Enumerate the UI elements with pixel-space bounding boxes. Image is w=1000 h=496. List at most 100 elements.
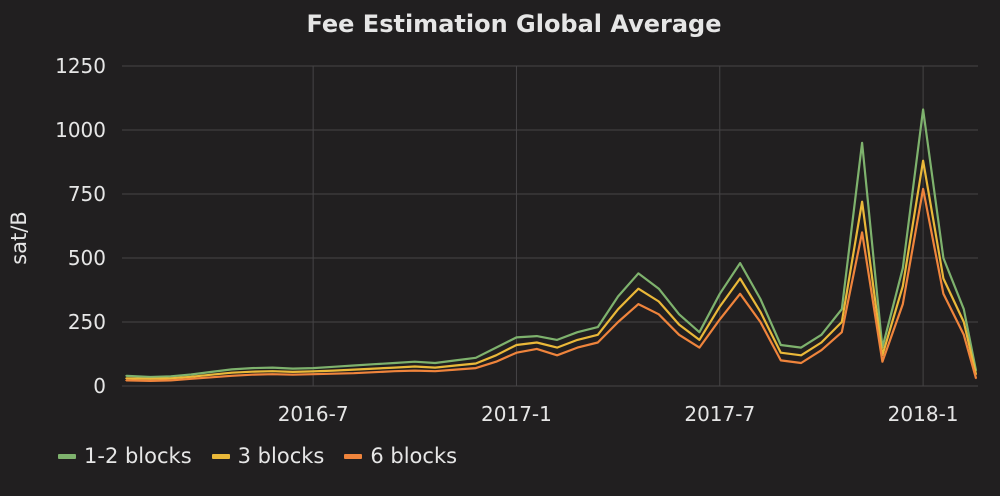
data-point <box>332 372 335 375</box>
data-point <box>617 308 619 311</box>
data-point <box>210 371 213 373</box>
data-point <box>149 380 152 382</box>
data-point <box>739 277 741 280</box>
legend-item-3-blocks[interactable]: 3 blocks <box>211 444 325 468</box>
y-tick-labels: 0 250 500 750 1000 1250 <box>55 54 106 398</box>
y-tick-label: 0 <box>93 374 106 398</box>
data-point <box>556 339 558 341</box>
y-tick-label: 500 <box>68 246 106 270</box>
data-point <box>779 359 782 362</box>
legend-label: 3 blocks <box>237 444 325 468</box>
data-point <box>800 362 802 364</box>
data-point <box>271 370 274 372</box>
x-tick-labels: 2016-7 2017-1 2017-7 2018-1 <box>278 402 959 426</box>
data-point <box>942 293 945 295</box>
data-point <box>434 366 436 369</box>
data-point <box>251 370 253 373</box>
data-point <box>922 159 924 162</box>
data-point <box>942 257 945 259</box>
data-point <box>169 379 172 382</box>
data-point <box>393 366 396 369</box>
data-point <box>576 339 579 341</box>
data-point <box>759 310 762 313</box>
data-point <box>373 363 375 366</box>
data-point <box>962 308 965 311</box>
data-point <box>169 375 172 378</box>
data-point <box>210 373 213 376</box>
data-point <box>393 362 396 364</box>
y-tick-label: 1000 <box>55 118 106 142</box>
legend: 1-2 blocks 3 blocks 6 blocks <box>58 444 477 468</box>
data-point <box>373 367 375 370</box>
series-lines <box>125 108 978 382</box>
x-tick-label: 2016-7 <box>278 402 349 426</box>
data-point <box>352 364 355 367</box>
data-point <box>840 321 843 323</box>
data-point <box>922 108 924 111</box>
series-line-3-blocks <box>126 159 978 380</box>
data-point <box>698 331 701 334</box>
data-point <box>678 323 680 326</box>
data-point <box>535 335 538 337</box>
data-point <box>454 368 457 371</box>
data-point <box>901 303 904 305</box>
data-point <box>149 376 152 378</box>
data-point <box>840 308 843 311</box>
data-point <box>779 344 782 346</box>
data-point <box>657 313 660 316</box>
data-point <box>596 334 599 336</box>
data-point <box>413 369 416 372</box>
legend-label: 1-2 blocks <box>84 444 192 468</box>
data-point <box>535 341 538 344</box>
data-point <box>617 321 619 323</box>
data-point <box>637 272 640 275</box>
data-point <box>759 298 762 300</box>
data-point <box>393 370 396 372</box>
data-point <box>718 305 721 308</box>
data-point <box>230 374 233 377</box>
data-point <box>312 370 314 373</box>
data-point <box>352 372 355 375</box>
data-point <box>820 341 823 344</box>
data-point <box>230 371 233 374</box>
x-tick-label: 2017-7 <box>684 402 755 426</box>
data-point <box>495 354 497 357</box>
data-point <box>698 346 701 349</box>
data-point <box>291 367 294 370</box>
data-point <box>190 378 192 380</box>
data-point <box>332 369 335 372</box>
data-point <box>901 267 904 270</box>
data-point <box>975 377 977 380</box>
data-point <box>861 231 863 234</box>
data-point <box>840 331 843 334</box>
data-point <box>942 277 945 280</box>
data-point <box>820 334 823 336</box>
data-point <box>495 360 497 363</box>
y-tick-label: 1250 <box>55 54 106 78</box>
data-point <box>637 287 640 290</box>
legend-item-1-2-blocks[interactable]: 1-2 blocks <box>58 444 192 468</box>
data-point <box>718 318 721 321</box>
data-point <box>454 364 457 367</box>
data-point <box>474 362 477 365</box>
data-point <box>251 367 253 369</box>
data-point <box>332 366 335 368</box>
data-point <box>535 348 538 350</box>
legend-swatch <box>344 453 363 459</box>
data-point <box>637 303 640 305</box>
legend-swatch <box>211 453 230 459</box>
data-point <box>454 359 457 362</box>
data-point <box>881 360 884 363</box>
data-point <box>962 321 965 323</box>
data-point <box>373 371 375 373</box>
data-point <box>698 339 701 341</box>
data-point <box>596 326 599 328</box>
legend-item-6-blocks[interactable]: 6 blocks <box>344 444 457 468</box>
x-tick-label: 2018-1 <box>888 402 959 426</box>
grid-lines <box>122 65 978 387</box>
data-point <box>657 300 660 303</box>
data-point <box>515 351 518 354</box>
series-line-1-2-blocks <box>126 108 978 379</box>
data-point <box>169 377 172 380</box>
data-point <box>962 334 965 336</box>
